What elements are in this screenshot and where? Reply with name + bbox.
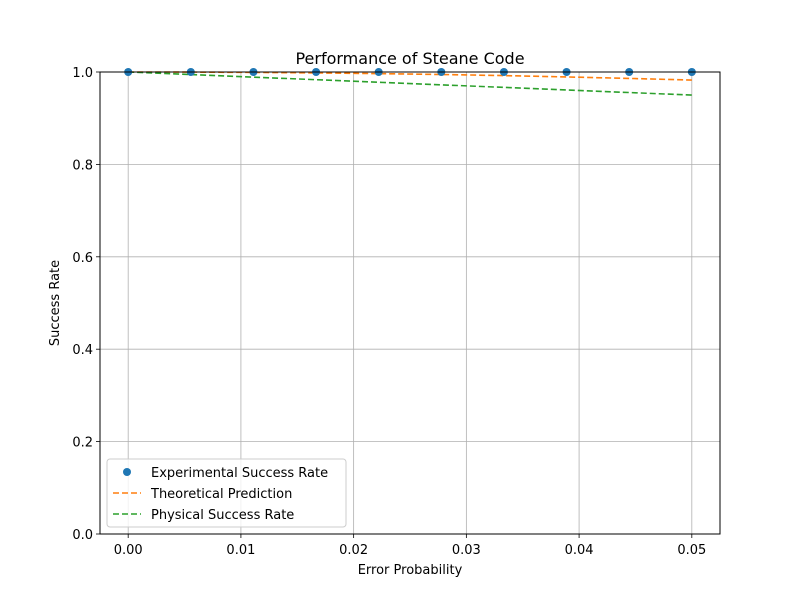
y-tick-label: 0.4 [72,343,93,358]
legend-marker [123,468,131,476]
legend-box [106,458,347,528]
y-tick-label: 0.6 [72,251,93,266]
legend-label: Physical Success Rate [151,508,294,523]
x-tick-label: 0.01 [226,543,255,558]
legend: Experimental Success Rate Theoretical Pre… [106,458,347,528]
y-tick-label: 1.0 [72,66,93,81]
y-tick-label: 0.8 [72,158,93,173]
x-tick-label: 0.02 [339,543,368,558]
y-tick-label: 0.0 [72,528,93,543]
x-tick-label: 0.05 [677,543,706,558]
ticks: 0.00 0.01 0.02 0.03 0.04 0.05 0.0 0.2 0.4 0.6 0.8 1… [72,66,706,558]
legend-label: Experimental Success Rate [151,466,328,481]
y-tick-label: 0.2 [72,436,93,451]
physical-line [128,71,692,96]
plot-frame [99,71,721,535]
x-tick-label: 0.00 [114,543,143,558]
legend-items: Experimental Success Rate Theoretical Pre… [113,466,328,523]
x-axis-label: Error Probability [358,563,463,578]
x-tick-label: 0.03 [452,543,481,558]
x-tick-label: 0.04 [565,543,594,558]
chart-title: Performance of Steane Code [295,49,524,68]
y-axis-label: Success Rate [48,260,63,346]
legend-label: Theoretical Prediction [150,487,292,502]
